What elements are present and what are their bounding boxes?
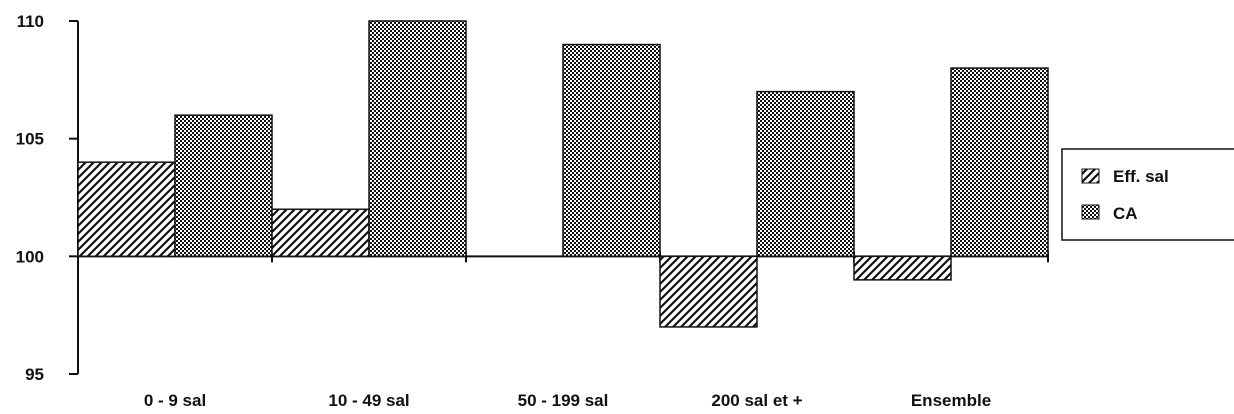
x-category-label: 10 - 49 sal (328, 391, 409, 410)
legend-label-eff-sal: Eff. sal (1113, 167, 1169, 186)
bar-ca (368, 20, 467, 258)
labels: 95 100 105 110 0 - 9 sal 10 - 49 sal 50 - 199 … (16, 12, 992, 410)
legend-swatch-eff-sal (1081, 168, 1100, 184)
y-tick-label: 110 (17, 12, 44, 31)
legend-swatch-ca (1081, 204, 1100, 220)
x-category-label: Ensemble (911, 391, 991, 410)
bar-eff-sal (853, 255, 952, 281)
bar-ca (562, 43, 661, 258)
bar-ca (756, 90, 855, 258)
y-tick-label: 100 (16, 247, 44, 266)
bars (77, 20, 1049, 328)
y-tick-label: 95 (25, 365, 44, 384)
x-category-label: 0 - 9 sal (144, 391, 206, 410)
y-tick-label: 105 (16, 130, 44, 149)
bar-eff-sal (271, 208, 370, 258)
legend: Eff. sal CA (1061, 148, 1234, 241)
x-category-label: 200 sal et + (711, 391, 802, 410)
bar-ca (174, 114, 273, 258)
bar-eff-sal (77, 161, 176, 258)
bar-eff-sal (659, 255, 758, 328)
legend-box (1061, 148, 1234, 241)
bar-ca (950, 67, 1049, 258)
x-category-label: 50 - 199 sal (518, 391, 609, 410)
legend-label-ca: CA (1113, 204, 1138, 223)
